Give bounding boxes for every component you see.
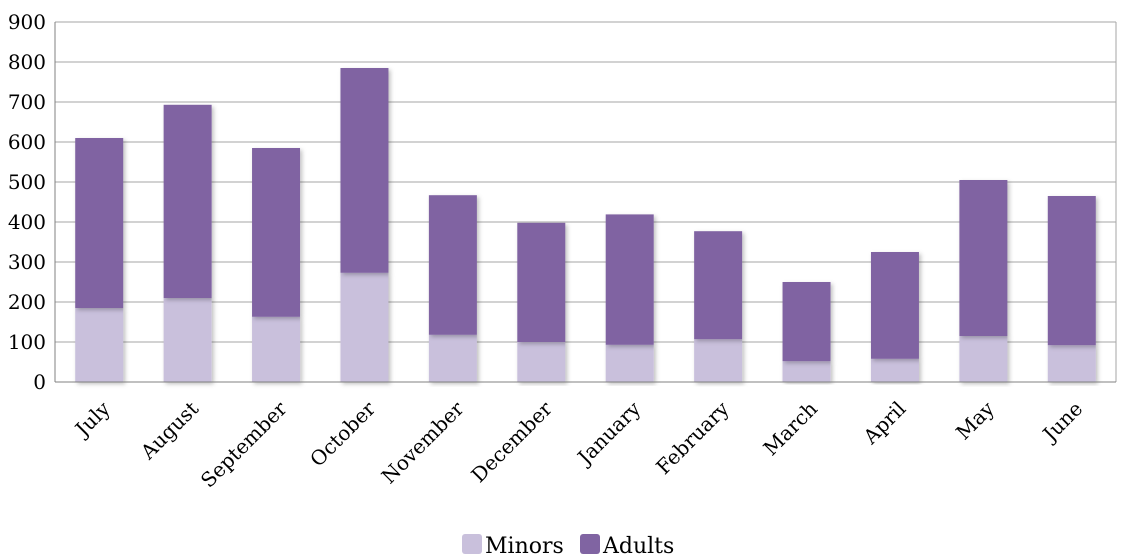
x-tick-label: May — [951, 396, 999, 444]
x-tick-label: August — [135, 397, 203, 465]
legend-label-adults: Adults — [602, 534, 674, 559]
bar-adults-april — [870, 252, 919, 359]
legend-swatch-minors — [462, 534, 482, 554]
y-tick-label: 200 — [8, 290, 46, 314]
bar-adults-october — [340, 68, 389, 273]
y-tick-label: 300 — [8, 250, 46, 274]
legend-label-minors: Minors — [485, 534, 564, 559]
bar-adults-august — [163, 104, 212, 298]
bar-minors-december — [517, 342, 566, 382]
bar-adults-july — [75, 138, 124, 308]
bar-minors-june — [1047, 345, 1096, 382]
legend: Minors Adults — [462, 534, 674, 559]
bar-minors-july — [75, 308, 124, 382]
y-tick-label: 0 — [33, 370, 46, 394]
bar-adults-march — [782, 282, 831, 362]
bar-adults-february — [694, 231, 743, 340]
legend-swatch-adults — [580, 534, 600, 554]
x-tick-label: November — [377, 396, 469, 488]
bar-minors-january — [605, 344, 654, 382]
y-tick-label: 400 — [8, 210, 46, 234]
y-tick-label: 600 — [8, 130, 46, 154]
gridlines — [55, 21, 1117, 382]
bar-minors-may — [959, 336, 1008, 382]
bar-minors-september — [252, 316, 301, 382]
y-tick-label: 700 — [8, 90, 46, 114]
y-axis: 0 100 200 300 400 500 600 700 800 900 — [8, 10, 56, 394]
bar-adults-september — [252, 148, 301, 317]
bars — [75, 68, 1096, 382]
bar-minors-august — [163, 298, 212, 382]
bar-adults-january — [605, 214, 654, 345]
x-tick-label: July — [69, 396, 115, 442]
bar-adults-may — [959, 180, 1008, 336]
bar-minors-november — [428, 334, 477, 382]
bar-minors-march — [782, 361, 831, 382]
bar-adults-june — [1047, 196, 1096, 346]
bar-minors-october — [340, 272, 389, 382]
x-tick-label: September — [196, 396, 292, 492]
y-tick-label: 800 — [8, 50, 46, 74]
y-tick-label: 100 — [8, 330, 46, 354]
x-tick-label: March — [758, 396, 822, 460]
x-tick-label: October — [305, 396, 380, 471]
bar-minors-april — [870, 358, 919, 382]
y-tick-label: 900 — [8, 10, 46, 34]
bar-minors-february — [694, 339, 743, 382]
x-tick-label: June — [1037, 397, 1088, 448]
bar-adults-november — [428, 195, 477, 335]
x-tick-label: December — [466, 396, 557, 487]
x-tick-label: April — [858, 397, 911, 450]
x-tick-label: February — [651, 396, 734, 479]
y-tick-label: 500 — [8, 170, 46, 194]
bar-adults-december — [517, 222, 566, 342]
x-tick-label: January — [571, 396, 645, 470]
